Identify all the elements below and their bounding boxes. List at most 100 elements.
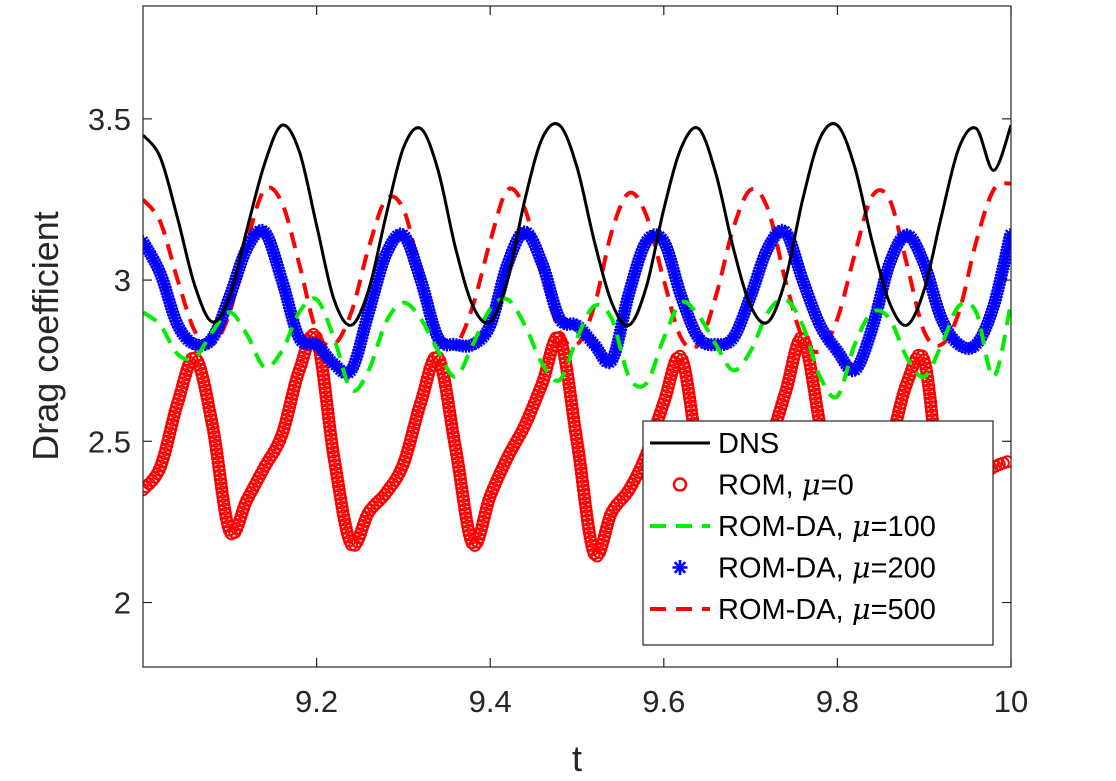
legend-entry: ROM, μ=0 bbox=[672, 468, 854, 502]
circle-marker bbox=[564, 394, 578, 408]
star-marker bbox=[501, 255, 515, 269]
circle-marker bbox=[322, 415, 336, 429]
circle-marker bbox=[211, 451, 225, 465]
circle-marker bbox=[323, 424, 337, 438]
star-marker bbox=[429, 327, 443, 341]
star-marker bbox=[853, 355, 867, 369]
star-marker bbox=[211, 320, 225, 334]
circle-marker bbox=[924, 400, 938, 414]
star-marker bbox=[805, 299, 819, 313]
circle-marker bbox=[578, 492, 592, 506]
circle-marker bbox=[564, 389, 578, 403]
legend-label-mu: μ bbox=[852, 592, 871, 626]
circle-marker bbox=[321, 407, 335, 421]
legend-label-prefix: DNS bbox=[718, 428, 779, 460]
star-marker bbox=[806, 302, 820, 316]
circle-marker bbox=[324, 428, 338, 442]
star-marker bbox=[428, 324, 442, 338]
star-marker bbox=[376, 254, 390, 268]
series-line-dns bbox=[143, 122, 1011, 328]
series-3 bbox=[143, 223, 1011, 380]
circle-marker bbox=[214, 477, 228, 491]
star-marker bbox=[734, 316, 748, 329]
star-marker bbox=[379, 248, 393, 262]
star-marker bbox=[935, 312, 949, 326]
star-marker bbox=[186, 337, 200, 351]
star-marker bbox=[917, 257, 931, 271]
star-marker bbox=[528, 239, 542, 253]
star-marker bbox=[884, 254, 898, 268]
star-marker bbox=[261, 231, 275, 245]
circle-marker bbox=[923, 391, 937, 405]
star-marker bbox=[659, 240, 673, 254]
legend-label-prefix: ROM, bbox=[718, 470, 802, 502]
circle-marker bbox=[1000, 455, 1011, 469]
legend-label-prefix: ROM-DA, bbox=[718, 553, 852, 585]
circle-marker bbox=[922, 378, 936, 392]
star-marker bbox=[804, 296, 818, 310]
star-marker bbox=[550, 306, 564, 320]
star-marker bbox=[506, 243, 520, 257]
star-marker bbox=[215, 311, 229, 325]
legend-entry: ROM-DA, μ=200 bbox=[672, 551, 936, 585]
star-marker bbox=[502, 252, 516, 266]
circle-marker bbox=[573, 458, 587, 471]
star-marker bbox=[758, 246, 772, 260]
star-marker bbox=[236, 251, 250, 265]
star-marker bbox=[756, 252, 770, 266]
star-marker bbox=[978, 323, 992, 337]
plot-frame bbox=[142, 5, 1012, 668]
x-tick-label: 9.4 bbox=[469, 684, 512, 719]
circle-marker bbox=[578, 496, 592, 510]
star-marker bbox=[735, 313, 749, 327]
star-marker bbox=[685, 319, 699, 333]
star-marker bbox=[980, 317, 994, 331]
legend-label-suffix: =200 bbox=[871, 553, 936, 585]
x-axis-label: t bbox=[572, 738, 582, 779]
y-tick-label: 2 bbox=[114, 586, 131, 621]
star-marker bbox=[529, 242, 543, 256]
star-marker bbox=[882, 257, 896, 271]
circle-marker bbox=[215, 481, 229, 495]
star-marker bbox=[956, 340, 970, 354]
legend-label: DNS bbox=[718, 428, 779, 460]
star-marker bbox=[482, 320, 496, 334]
circle-marker bbox=[580, 509, 594, 523]
star-marker bbox=[534, 254, 548, 268]
x-tick-label: 9.2 bbox=[295, 684, 338, 719]
star-marker bbox=[885, 251, 899, 265]
star-marker bbox=[932, 306, 946, 320]
star-marker bbox=[504, 246, 518, 260]
circle-marker bbox=[923, 387, 937, 401]
star-marker bbox=[855, 352, 869, 366]
legend-swatch bbox=[672, 477, 688, 492]
star-marker bbox=[346, 361, 360, 375]
series-1 bbox=[143, 327, 1011, 563]
star-marker bbox=[635, 243, 649, 257]
y-axis-label: Drag coefficient bbox=[25, 211, 66, 460]
star-marker bbox=[154, 268, 168, 282]
star-marker bbox=[809, 308, 823, 322]
star-marker bbox=[757, 249, 771, 263]
star-marker bbox=[743, 291, 757, 305]
circle-marker bbox=[212, 460, 226, 474]
star-marker bbox=[916, 254, 930, 268]
circle-marker bbox=[213, 468, 227, 482]
legend-label-suffix: =100 bbox=[871, 511, 936, 543]
star-marker bbox=[402, 238, 416, 252]
circle-marker bbox=[574, 466, 588, 480]
legend-label-prefix: ROM-DA, bbox=[718, 511, 852, 543]
legend-label: ROM-DA, μ=500 bbox=[718, 592, 936, 626]
circle-marker bbox=[565, 398, 579, 412]
x-tick-label: 9.8 bbox=[816, 684, 859, 719]
circle-marker bbox=[572, 449, 586, 463]
star-marker bbox=[736, 310, 750, 324]
star-marker bbox=[730, 324, 744, 338]
star-marker bbox=[682, 310, 696, 324]
star-marker bbox=[915, 251, 929, 265]
series-2 bbox=[143, 296, 1011, 400]
star-marker bbox=[168, 311, 182, 325]
star-marker bbox=[810, 311, 824, 325]
circle-marker bbox=[684, 403, 698, 417]
